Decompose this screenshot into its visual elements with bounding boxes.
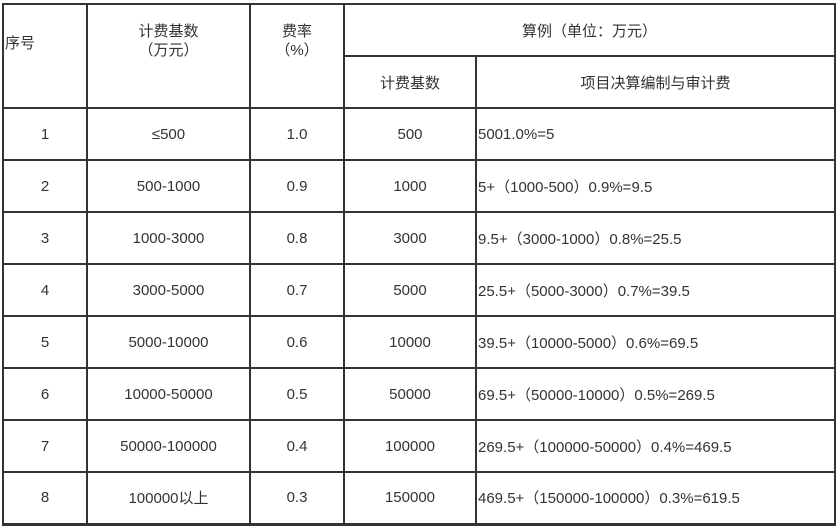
header-row-top: 序号 计费基数 （万元） 费率 （%） 算例（单位：万元） [2, 3, 837, 109]
cell-rate: 0.4 [249, 419, 345, 473]
table-row: 6 10000-50000 0.5 50000 69.5+（50000-1000… [2, 367, 837, 421]
cell-example-base: 10000 [343, 315, 477, 369]
table-row: 1 ≤500 1.0 500 5001.0%=5 [2, 107, 837, 161]
cell-base-range: 500-1000 [86, 159, 251, 213]
table-header: 序号 计费基数 （万元） 费率 （%） 算例（单位：万元） 计费基数 项目决算编… [2, 3, 837, 109]
cell-fee-formula: 39.5+（10000-5000）0.6%=69.5 [474, 315, 837, 369]
table-row: 2 500-1000 0.9 1000 5+（1000-500）0.9%=9.5 [2, 159, 837, 213]
cell-base-range: 5000-10000 [86, 315, 251, 369]
cell-rate: 0.8 [249, 211, 345, 265]
cell-rate: 0.9 [249, 159, 345, 213]
cell-rate: 0.5 [249, 367, 345, 421]
cell-no: 8 [2, 471, 88, 525]
header-billing-base-line1: 计费基数 [138, 22, 199, 40]
cell-fee-formula: 69.5+（50000-10000）0.5%=269.5 [474, 367, 837, 421]
header-rate: 费率 （%） [249, 3, 345, 109]
cell-example-base: 500 [343, 107, 477, 161]
cell-example-base: 50000 [343, 367, 477, 421]
cell-fee-formula: 469.5+（150000-100000）0.3%=619.5 [474, 471, 837, 525]
header-rate-line2: （%） [275, 42, 319, 59]
cell-example-base: 150000 [343, 471, 477, 525]
cell-example-base: 5000 [343, 263, 477, 317]
cell-example-base: 1000 [343, 159, 477, 213]
subheader-fee: 项目决算编制与审计费 [474, 55, 837, 109]
subheader-billing-base: 计费基数 [343, 55, 477, 109]
cell-fee-formula: 5+（1000-500）0.9%=9.5 [474, 159, 837, 213]
table-body: 1 ≤500 1.0 500 5001.0%=5 2 500-1000 0.9 … [2, 107, 837, 525]
cell-base-range: 3000-5000 [86, 263, 251, 317]
table-row: 8 100000以上 0.3 150000 469.5+（150000-1000… [2, 471, 837, 525]
header-billing-base-line2: （万元） [138, 42, 199, 59]
cell-no: 1 [2, 107, 88, 161]
cell-fee-formula: 5001.0%=5 [474, 107, 837, 161]
header-serial: 序号 [2, 3, 88, 109]
cell-rate: 1.0 [249, 107, 345, 161]
header-rate-line1: 费率 [281, 22, 312, 40]
cell-example-base: 100000 [343, 419, 477, 473]
cell-no: 4 [2, 263, 88, 317]
cell-no: 6 [2, 367, 88, 421]
cell-base-range: 10000-50000 [86, 367, 251, 421]
cell-base-range: 1000-3000 [86, 211, 251, 265]
cell-example-base: 3000 [343, 211, 477, 265]
cell-fee-formula: 25.5+（5000-3000）0.7%=39.5 [474, 263, 837, 317]
table-row: 7 50000-100000 0.4 100000 269.5+（100000-… [2, 419, 837, 473]
cell-base-range: ≤500 [86, 107, 251, 161]
cell-no: 5 [2, 315, 88, 369]
header-billing-base: 计费基数 （万元） [86, 3, 251, 109]
cell-fee-formula: 269.5+（100000-50000）0.4%=469.5 [474, 419, 837, 473]
cell-rate: 0.7 [249, 263, 345, 317]
cell-fee-formula: 9.5+（3000-1000）0.8%=25.5 [474, 211, 837, 265]
table-row: 5 5000-10000 0.6 10000 39.5+（10000-5000）… [2, 315, 837, 369]
fee-schedule-table: 序号 计费基数 （万元） 费率 （%） 算例（单位：万元） 计费基数 项目决算编… [2, 3, 837, 526]
cell-rate: 0.6 [249, 315, 345, 369]
cell-base-range: 100000以上 [86, 471, 251, 525]
header-row-sub: 计费基数 项目决算编制与审计费 [3, 55, 837, 109]
cell-rate: 0.3 [249, 471, 345, 525]
header-example: 算例（单位：万元） [342, 3, 837, 57]
cell-no: 3 [2, 211, 88, 265]
cell-no: 7 [2, 419, 88, 473]
cell-base-range: 50000-100000 [86, 419, 251, 473]
table-row: 3 1000-3000 0.8 3000 9.5+（3000-1000）0.8%… [2, 211, 837, 265]
cell-no: 2 [2, 159, 88, 213]
table-row: 4 3000-5000 0.7 5000 25.5+（5000-3000）0.7… [2, 263, 837, 317]
